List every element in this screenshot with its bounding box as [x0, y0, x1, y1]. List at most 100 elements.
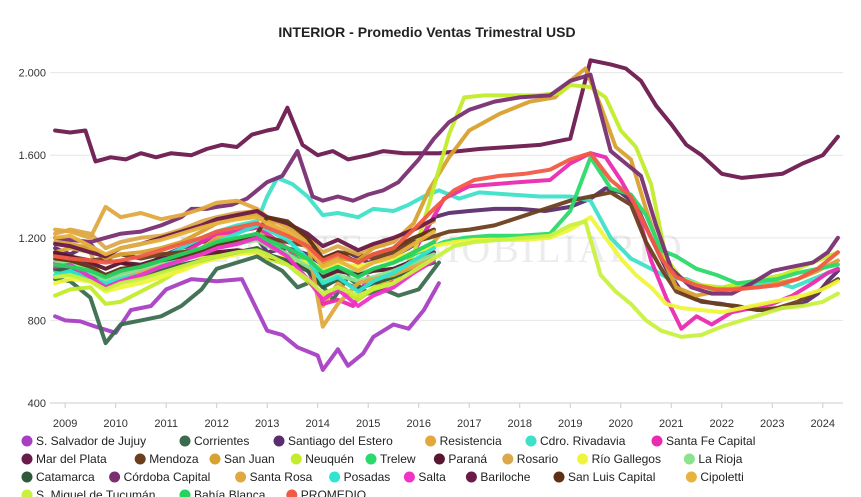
legend-label: Neuquén [305, 452, 354, 466]
legend-item[interactable]: Posadas [329, 470, 390, 484]
x-tick-label: 2021 [659, 418, 683, 430]
y-tick-label: 800 [28, 315, 46, 327]
legend-swatch [651, 435, 663, 447]
legend-swatch [685, 471, 697, 483]
legend-item[interactable]: Cipoletti [685, 470, 744, 484]
legend-item[interactable]: S. Salvador de Jujuy [21, 434, 147, 448]
legend-item[interactable]: Catamarca [21, 470, 96, 484]
x-tick-label: 2016 [406, 418, 430, 430]
x-tick-label: 2023 [760, 418, 784, 430]
series-line[interactable] [53, 219, 840, 339]
legend-label: Córdoba Capital [124, 470, 211, 484]
legend-item[interactable]: S. Miguel de Tucumán [21, 488, 156, 497]
legend-label: Bariloche [480, 470, 530, 484]
legend-label: Mendoza [149, 452, 199, 466]
legend-swatch [329, 471, 341, 483]
legend-label: Catamarca [36, 470, 95, 484]
series-line[interactable] [53, 254, 441, 346]
legend-label: Salta [418, 470, 446, 484]
legend-item[interactable]: Bahía Blanca [179, 488, 266, 497]
legend-item[interactable]: Santa Fe Capital [651, 434, 756, 448]
legend-item[interactable]: La Rioja [683, 452, 743, 466]
series-line[interactable] [53, 215, 436, 273]
legend-item[interactable]: Rosario [502, 452, 558, 466]
series-line[interactable] [53, 231, 436, 280]
legend-swatch [134, 453, 146, 465]
legend-swatch [235, 471, 247, 483]
legend-label: Posadas [344, 470, 391, 484]
legend-label: Trelew [380, 452, 416, 466]
legend-item[interactable]: Paraná [433, 452, 488, 466]
legend-label: PROMEDIO [301, 488, 366, 497]
legend-item[interactable]: Salta [403, 470, 446, 484]
x-tick-label: 2012 [204, 418, 228, 430]
legend-item[interactable]: Río Gallegos [577, 452, 661, 466]
chart-title: INTERIOR - Promedio Ventas Trimestral US… [278, 24, 575, 40]
legend-item[interactable]: Neuquén [290, 452, 354, 466]
series-line[interactable] [53, 58, 840, 180]
legend-item[interactable]: PROMEDIO [286, 488, 366, 497]
legend-label: Mar del Plata [36, 452, 107, 466]
x-tick-label: 2019 [558, 418, 582, 430]
legend-item[interactable]: Santa Rosa [235, 470, 313, 484]
legend-label: S. Miguel de Tucumán [36, 488, 155, 497]
series-line[interactable] [53, 223, 436, 294]
legend-label: La Rioja [698, 452, 742, 466]
legend-item[interactable]: Corrientes [179, 434, 250, 448]
legend-item[interactable]: San Juan [209, 452, 275, 466]
legend-item[interactable]: San Luis Capital [553, 470, 656, 484]
legend-item[interactable]: Resistencia [425, 434, 502, 448]
x-tick-label: 2017 [457, 418, 481, 430]
legend-label: Rosario [517, 452, 559, 466]
legend-label: Resistencia [440, 434, 502, 448]
legend-label: San Juan [224, 452, 275, 466]
legend-label: Río Gallegos [592, 452, 661, 466]
legend-swatch [525, 435, 537, 447]
legend-swatch [21, 489, 33, 497]
y-tick-label: 2.000 [18, 68, 46, 80]
y-tick-label: 1.600 [18, 150, 46, 162]
legend-label: Paraná [448, 452, 487, 466]
legend-label: Santa Fe Capital [666, 434, 755, 448]
legend-label: Cipoletti [700, 470, 743, 484]
x-tick-label: 2011 [154, 418, 178, 430]
legend-label: San Luis Capital [568, 470, 655, 484]
x-tick-label: 2014 [305, 418, 329, 430]
series-group [53, 58, 840, 372]
x-axis: 2009 2010 2011 2012 2013 2014 2015 2016 2017 2018… [50, 402, 843, 430]
legend-item[interactable]: Trelew [365, 452, 416, 466]
legend-item[interactable]: Bariloche [465, 470, 531, 484]
legend-item[interactable]: Santiago del Estero [273, 434, 394, 448]
legend-swatch [21, 453, 33, 465]
legend-swatch [290, 453, 302, 465]
legend-item[interactable]: Córdoba Capital [109, 470, 210, 484]
legend-item[interactable]: Cdro. Rivadavia [525, 434, 626, 448]
x-tick-label: 2018 [507, 418, 531, 430]
legend-swatch [465, 471, 477, 483]
legend-swatch [365, 453, 377, 465]
legend-swatch [286, 489, 298, 497]
legend-item[interactable]: Mar del Plata [21, 452, 108, 466]
legend-label: Bahía Blanca [194, 488, 266, 497]
x-tick-label: 2024 [811, 418, 835, 430]
y-axis: 400 800 1.200 1.600 2.000 [18, 68, 46, 410]
series-line[interactable] [53, 151, 840, 292]
legend-swatch [403, 471, 415, 483]
x-tick-label: 2022 [710, 418, 734, 430]
legend-swatch [209, 453, 221, 465]
legend-item[interactable]: Mendoza [134, 452, 199, 466]
y-tick-label: 400 [28, 398, 46, 410]
legend-swatch [21, 471, 33, 483]
legend: S. Salvador de Jujuy Corrientes Santiago d… [21, 434, 756, 497]
legend-swatch [502, 453, 514, 465]
legend-swatch [577, 453, 589, 465]
legend-swatch [683, 453, 695, 465]
x-tick-label: 2013 [255, 418, 279, 430]
legend-label: Santiago del Estero [288, 434, 393, 448]
legend-label: S. Salvador de Jujuy [36, 434, 146, 448]
legend-swatch [21, 435, 33, 447]
series-line[interactable] [53, 198, 436, 329]
legend-swatch [179, 435, 191, 447]
legend-swatch [179, 489, 191, 497]
